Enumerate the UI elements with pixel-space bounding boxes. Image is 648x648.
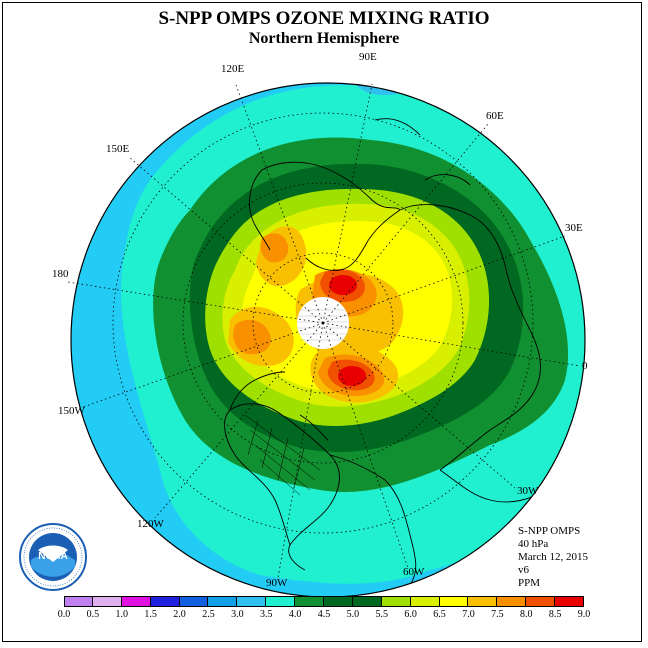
lon-label-30e: 30E <box>565 222 583 234</box>
lon-label-30w: 30W <box>517 485 539 497</box>
colorbar-segment <box>208 596 238 607</box>
figure-title: S-NPP OMPS OZONE MIXING RATIO <box>158 8 490 29</box>
lon-label-60e: 60E <box>486 110 504 122</box>
colorbar-segment <box>468 596 498 607</box>
colorbar-tick-label: 5.5 <box>375 609 389 620</box>
colorbar-tick-label: 7.0 <box>462 609 475 620</box>
colorbar-segment <box>352 596 382 607</box>
colorbar-tick-label: 2.5 <box>202 609 215 620</box>
colorbar-tick-label: 8.5 <box>548 609 562 620</box>
colorbar-tick-label: 0.0 <box>57 609 71 620</box>
colorbar-segment <box>64 596 93 607</box>
contour-8p0 <box>329 275 357 295</box>
info-version: v6 <box>518 564 529 576</box>
graticule <box>67 81 581 579</box>
lon-label-0: 0 <box>582 360 588 372</box>
colorbar-outline <box>64 596 584 607</box>
noaa-logo: NOAA <box>19 523 87 591</box>
colorbar-tick-label: 7.5 <box>491 609 504 620</box>
colorbar-segment <box>237 596 267 607</box>
colorbar-tick-label: 1.0 <box>115 609 129 620</box>
figure-frame <box>2 2 642 642</box>
colorbar-segment <box>121 596 151 607</box>
colorbar-segment <box>497 596 527 607</box>
colorbar-tick-label: 8.0 <box>519 609 533 620</box>
lon-label-120e: 120E <box>221 63 245 75</box>
lon-label-60w: 60W <box>403 566 425 578</box>
colorbar-segment <box>179 596 209 607</box>
info-pressure: 40 hPa <box>518 538 549 550</box>
colorbar-segment <box>295 596 324 607</box>
info-instrument: S-NPP OMPS <box>518 525 581 537</box>
colorbar-tick-label: 4.5 <box>317 609 331 620</box>
colorbar-tick-label: 1.5 <box>144 609 157 620</box>
contour-8p0b <box>338 366 366 386</box>
colorbar-segment <box>150 596 180 607</box>
contour-7p0d <box>260 233 289 263</box>
colorbar-tick-label: 6.0 <box>404 609 417 620</box>
contour-7p0b <box>233 319 271 355</box>
contour-3p0-patch <box>355 83 415 95</box>
colorbar-tick-label: 0.5 <box>86 609 100 620</box>
noaa-logo-text: NOAA <box>38 551 67 562</box>
lon-label-180: 180 <box>52 268 69 280</box>
colorbar-tick-label: 3.0 <box>231 609 244 620</box>
colorbar-segment <box>266 596 296 607</box>
colorbar-segment <box>381 596 411 607</box>
info-block: S-NPP OMPS 40 hPa March 12, 2015 v6 PPM <box>518 525 588 590</box>
colorbar-tick-label: 4.0 <box>288 609 302 620</box>
lon-label-90e: 90E <box>359 51 377 63</box>
us-state-borders <box>244 414 321 496</box>
info-units: PPM <box>518 577 541 589</box>
colorbar-tick-label: 3.5 <box>259 609 273 620</box>
colorbar-segment <box>439 596 469 607</box>
info-date: March 12, 2015 <box>518 551 588 563</box>
colorbar-tick-label: 6.5 <box>433 609 446 620</box>
colorbar-tick-label: 9.0 <box>577 609 591 620</box>
lon-label-90w: 90W <box>266 577 288 589</box>
colorbar-segment <box>410 596 440 607</box>
colorbar-segment <box>324 596 353 607</box>
colorbar-tick-label: 5.0 <box>346 609 360 620</box>
colorbar-tick-label: 2.0 <box>173 609 186 620</box>
colorbar-segment <box>92 596 122 607</box>
figure-subtitle: Northern Hemisphere <box>248 30 400 47</box>
colorbar-segment <box>526 596 556 607</box>
lon-label-120w: 120W <box>137 518 164 530</box>
lon-label-150e: 150E <box>106 143 130 155</box>
lon-label-150w: 150W <box>58 405 85 417</box>
